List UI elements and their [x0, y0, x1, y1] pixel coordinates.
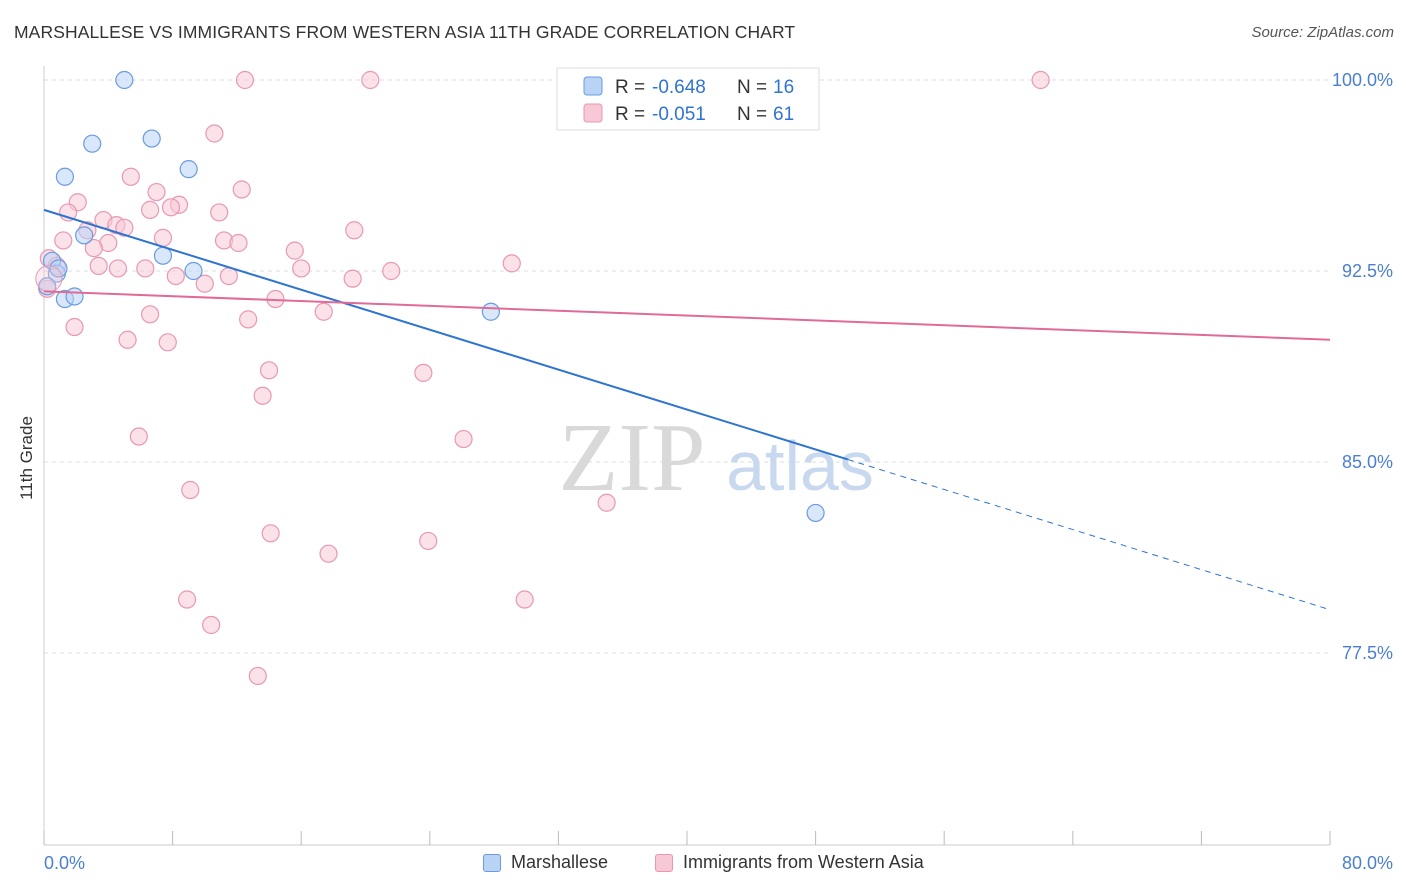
western-asia-point	[54, 231, 73, 250]
x-tick-label-min: 0.0%	[44, 853, 85, 873]
stats-r-value-2: -0.051	[652, 104, 706, 125]
marshallese-point	[83, 134, 102, 153]
stats-n-value-1: 16	[773, 77, 794, 98]
western-asia-point	[158, 333, 177, 352]
western-asia-point	[382, 261, 401, 281]
western-asia-point	[248, 666, 267, 686]
marshallese-point	[179, 160, 198, 179]
stats-legend-box: R = -0.648 N = 16 R = -0.051 N = 61	[556, 67, 820, 131]
y-tick-labels: 77.5% 85.0% 92.5% 100.0%	[1332, 70, 1393, 663]
marshallese-point	[153, 246, 173, 265]
western-asia-point	[89, 256, 108, 276]
western-asia-point	[136, 259, 155, 278]
western-asia-point	[195, 274, 214, 293]
marshallese-point	[142, 129, 161, 148]
western-asia-point	[319, 544, 338, 563]
chart-title: MARSHALLESE VS IMMIGRANTS FROM WESTERN A…	[14, 22, 796, 42]
western-asia-point	[84, 238, 103, 258]
legend-item-western-asia[interactable]: Immigrants from Western Asia	[655, 852, 924, 873]
legend-label-marshallese: Marshallese	[511, 852, 609, 872]
western-asia-point	[205, 124, 224, 143]
legend-item-marshallese[interactable]: Marshallese	[483, 852, 608, 873]
western-asia-point	[35, 265, 63, 293]
marshallese-point	[115, 70, 134, 90]
stats-r-label-2: R =	[615, 104, 645, 125]
western-asia-point	[202, 615, 221, 635]
x-tick-label-max: 80.0%	[1342, 853, 1393, 873]
grid-lines	[44, 79, 1330, 654]
marshallese-point	[49, 259, 68, 278]
western-asia-point	[343, 269, 362, 288]
western-asia-point	[118, 330, 137, 349]
stats-n-label-1: N =	[737, 77, 767, 98]
watermark-atlas: atlas	[726, 427, 874, 505]
western-asia-point	[129, 427, 148, 446]
trend-lines	[43, 208, 1331, 611]
western-asia-point	[239, 310, 258, 329]
marshallese-point	[481, 302, 500, 321]
y-tick-label: 77.5%	[1342, 643, 1393, 663]
stats-n-value-2: 61	[773, 104, 794, 125]
western-asia-point	[161, 198, 181, 217]
western-asia-point	[414, 363, 433, 382]
stats-swatch-western-asia	[583, 103, 603, 123]
legend-swatch-western-asia	[655, 853, 673, 872]
marshallese-point	[65, 287, 84, 306]
western-asia-point	[261, 524, 280, 543]
western-asia-point	[502, 254, 521, 273]
western-asia-point	[121, 167, 140, 186]
zipatlas-watermark: ZIP atlas	[559, 404, 874, 512]
axes	[43, 66, 1331, 846]
western-asia-point	[115, 218, 134, 237]
marshallese-point	[184, 261, 203, 281]
western-asia-point	[232, 180, 251, 199]
western-asia-point	[515, 590, 534, 609]
western-asia-point	[235, 70, 255, 90]
western-asia-point	[259, 361, 279, 380]
stats-swatch-marshallese	[583, 76, 603, 96]
western-asia-point	[153, 228, 173, 247]
western-asia-point	[166, 266, 185, 286]
western-asia-point	[181, 480, 200, 500]
stats-r-value-1: -0.648	[652, 77, 706, 98]
western-asia-point	[229, 233, 248, 253]
western-asia-point	[65, 317, 84, 337]
western-asia-point	[177, 590, 197, 609]
marshallese-trend-extension	[847, 458, 1331, 611]
y-tick-label: 100.0%	[1332, 70, 1393, 90]
western-asia-point	[292, 259, 311, 278]
western-asia-point	[108, 259, 128, 278]
marshallese-point	[55, 167, 74, 186]
western-asia-point	[419, 531, 438, 551]
watermark-zip: ZIP	[559, 404, 706, 512]
western-asia-point	[253, 386, 272, 405]
marshallese-point	[806, 503, 825, 523]
western-asia-point	[210, 203, 229, 222]
western-asia-point	[285, 241, 304, 260]
western-asia-point	[597, 493, 616, 512]
western-asia-point	[140, 305, 160, 324]
legend-swatch-marshallese	[483, 853, 501, 872]
stats-n-label-2: N =	[737, 104, 767, 125]
source-label: Source: ZipAtlas.com	[1251, 24, 1394, 41]
y-tick-label: 92.5%	[1342, 261, 1393, 281]
western-asia-point	[147, 182, 166, 202]
western-asia-point	[140, 200, 160, 219]
western-asia-point	[1031, 70, 1050, 90]
western-asia-point	[361, 70, 380, 90]
western-asia-point	[314, 302, 333, 321]
western-asia-trend-line	[43, 290, 1331, 341]
western-asia-point	[345, 221, 364, 240]
y-axis-label: 11th Grade	[17, 416, 36, 500]
marshallese-point	[75, 226, 94, 245]
data-points	[35, 70, 1050, 686]
western-asia-point	[454, 429, 473, 449]
y-tick-label: 85.0%	[1342, 452, 1393, 472]
stats-r-label-1: R =	[615, 77, 645, 98]
legend-label-western-asia: Immigrants from Western Asia	[683, 852, 924, 872]
marshallese-trend-line	[43, 208, 849, 461]
